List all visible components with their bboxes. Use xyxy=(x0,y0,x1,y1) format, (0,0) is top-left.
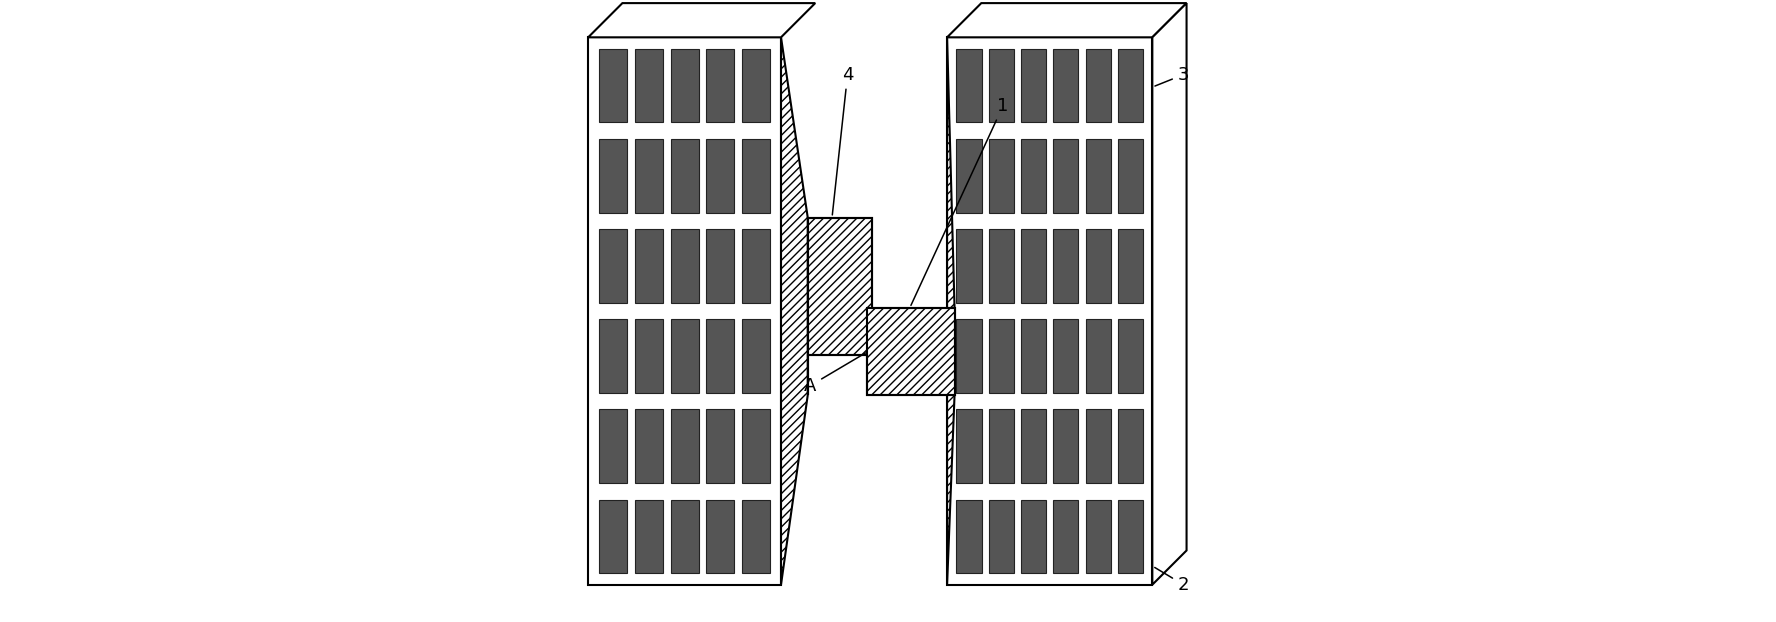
Bar xyxy=(599,229,627,303)
Bar xyxy=(671,229,698,303)
Bar xyxy=(1021,139,1046,213)
Bar xyxy=(808,218,872,355)
Bar xyxy=(989,139,1014,213)
Bar xyxy=(1021,499,1046,573)
Bar xyxy=(636,49,662,123)
Bar xyxy=(1085,319,1110,393)
Bar xyxy=(1053,409,1078,483)
Bar xyxy=(599,499,627,573)
Bar xyxy=(957,49,982,123)
Text: 4: 4 xyxy=(833,66,852,215)
Bar xyxy=(1053,229,1078,303)
Bar xyxy=(1085,139,1110,213)
Bar xyxy=(989,409,1014,483)
Bar xyxy=(867,308,954,395)
Bar xyxy=(599,409,627,483)
Polygon shape xyxy=(808,218,954,395)
Bar xyxy=(1117,139,1144,213)
Bar xyxy=(957,139,982,213)
Text: A: A xyxy=(805,353,865,394)
Bar xyxy=(1053,319,1078,393)
Bar xyxy=(1021,229,1046,303)
Bar xyxy=(1117,229,1144,303)
Bar xyxy=(1085,229,1110,303)
Bar xyxy=(671,139,698,213)
Bar xyxy=(1117,319,1144,393)
Bar xyxy=(707,409,733,483)
Bar xyxy=(671,49,698,123)
Bar xyxy=(989,499,1014,573)
Bar xyxy=(742,409,769,483)
Bar xyxy=(671,409,698,483)
Bar xyxy=(1085,499,1110,573)
Bar xyxy=(671,499,698,573)
Bar xyxy=(588,37,781,585)
Bar xyxy=(707,319,733,393)
Bar xyxy=(599,139,627,213)
Bar xyxy=(636,229,662,303)
Bar xyxy=(742,319,769,393)
Bar xyxy=(947,37,1153,585)
Bar xyxy=(989,319,1014,393)
Bar xyxy=(957,499,982,573)
Text: 1: 1 xyxy=(911,97,1009,305)
Bar xyxy=(1053,49,1078,123)
Bar xyxy=(636,319,662,393)
Bar xyxy=(989,49,1014,123)
Bar xyxy=(707,229,733,303)
Bar xyxy=(599,49,627,123)
Bar xyxy=(1085,49,1110,123)
Polygon shape xyxy=(1153,3,1186,585)
Bar xyxy=(636,499,662,573)
Bar xyxy=(957,409,982,483)
Bar xyxy=(1021,409,1046,483)
Bar xyxy=(1085,409,1110,483)
Bar xyxy=(742,229,769,303)
Bar xyxy=(707,499,733,573)
Bar xyxy=(1053,139,1078,213)
Bar xyxy=(1053,499,1078,573)
Bar xyxy=(1117,409,1144,483)
Bar xyxy=(1117,49,1144,123)
Bar xyxy=(989,229,1014,303)
Bar xyxy=(671,319,698,393)
Bar xyxy=(1117,499,1144,573)
Polygon shape xyxy=(781,37,808,585)
Bar xyxy=(742,139,769,213)
Bar xyxy=(1021,49,1046,123)
Bar xyxy=(636,409,662,483)
Polygon shape xyxy=(588,3,815,37)
Bar xyxy=(636,139,662,213)
Bar xyxy=(742,49,769,123)
Bar xyxy=(707,49,733,123)
Bar xyxy=(1021,319,1046,393)
Bar xyxy=(742,499,769,573)
Text: 3: 3 xyxy=(1154,66,1190,86)
Bar xyxy=(957,319,982,393)
Bar xyxy=(957,229,982,303)
Text: 2: 2 xyxy=(1154,567,1190,593)
Bar xyxy=(801,211,961,401)
Bar xyxy=(599,319,627,393)
Bar xyxy=(707,139,733,213)
Polygon shape xyxy=(947,37,954,585)
Polygon shape xyxy=(947,3,1186,37)
